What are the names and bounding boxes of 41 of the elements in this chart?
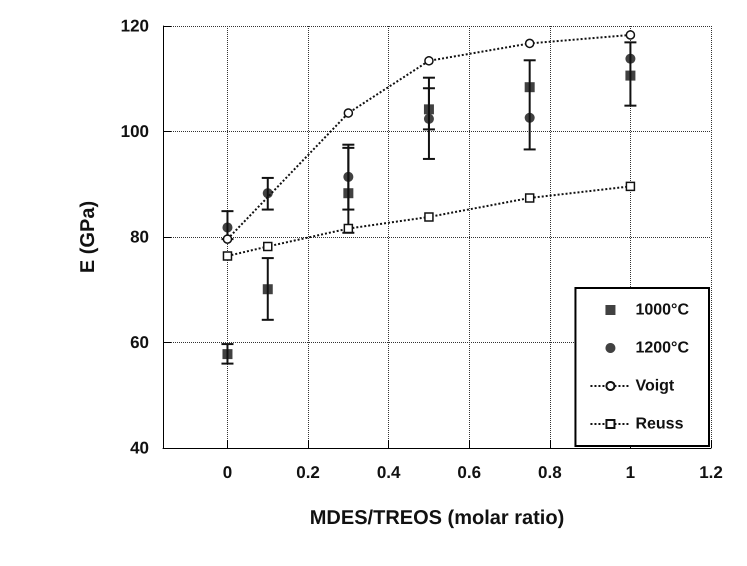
legend-label: 1000°C xyxy=(635,302,690,318)
point xyxy=(343,188,354,198)
point xyxy=(625,54,636,64)
x-tick-label: 0.6 xyxy=(457,463,482,482)
x-tick-label: 1 xyxy=(626,463,636,482)
point xyxy=(626,182,636,192)
legend-label: Reuss xyxy=(635,416,684,432)
x-tick-label: 0.4 xyxy=(376,463,402,482)
point xyxy=(625,70,636,81)
point xyxy=(524,38,534,48)
x-axis-title: MDES/TREOS (molar ratio) xyxy=(310,507,564,529)
y-tick-label: 100 xyxy=(120,122,149,141)
point xyxy=(222,222,232,232)
point xyxy=(524,193,534,203)
x-tick-label: 0.2 xyxy=(296,463,320,482)
point xyxy=(343,172,354,182)
point xyxy=(262,284,273,294)
point xyxy=(222,251,232,261)
point xyxy=(626,30,636,40)
legend-label: 1200°C xyxy=(635,340,690,356)
point xyxy=(424,212,434,222)
point xyxy=(424,114,434,124)
x-tick-label: 1.2 xyxy=(699,463,723,482)
point xyxy=(424,56,434,66)
point xyxy=(263,242,273,252)
point xyxy=(524,82,535,92)
point xyxy=(222,234,232,244)
point xyxy=(222,349,232,360)
y-tick-label: 60 xyxy=(130,333,149,352)
y-tick-label: 120 xyxy=(120,16,149,36)
x-tick-label: 0 xyxy=(222,463,232,482)
point xyxy=(424,104,434,114)
point xyxy=(524,112,535,123)
y-tick-label: 80 xyxy=(130,228,149,246)
y-tick-label: 40 xyxy=(130,438,149,458)
x-tick-label: 0.8 xyxy=(538,463,562,482)
point xyxy=(262,188,273,198)
point xyxy=(344,108,354,118)
legend-label: Voigt xyxy=(635,378,675,394)
y-axis-title: E (GPa) xyxy=(77,200,99,274)
point xyxy=(344,224,354,234)
